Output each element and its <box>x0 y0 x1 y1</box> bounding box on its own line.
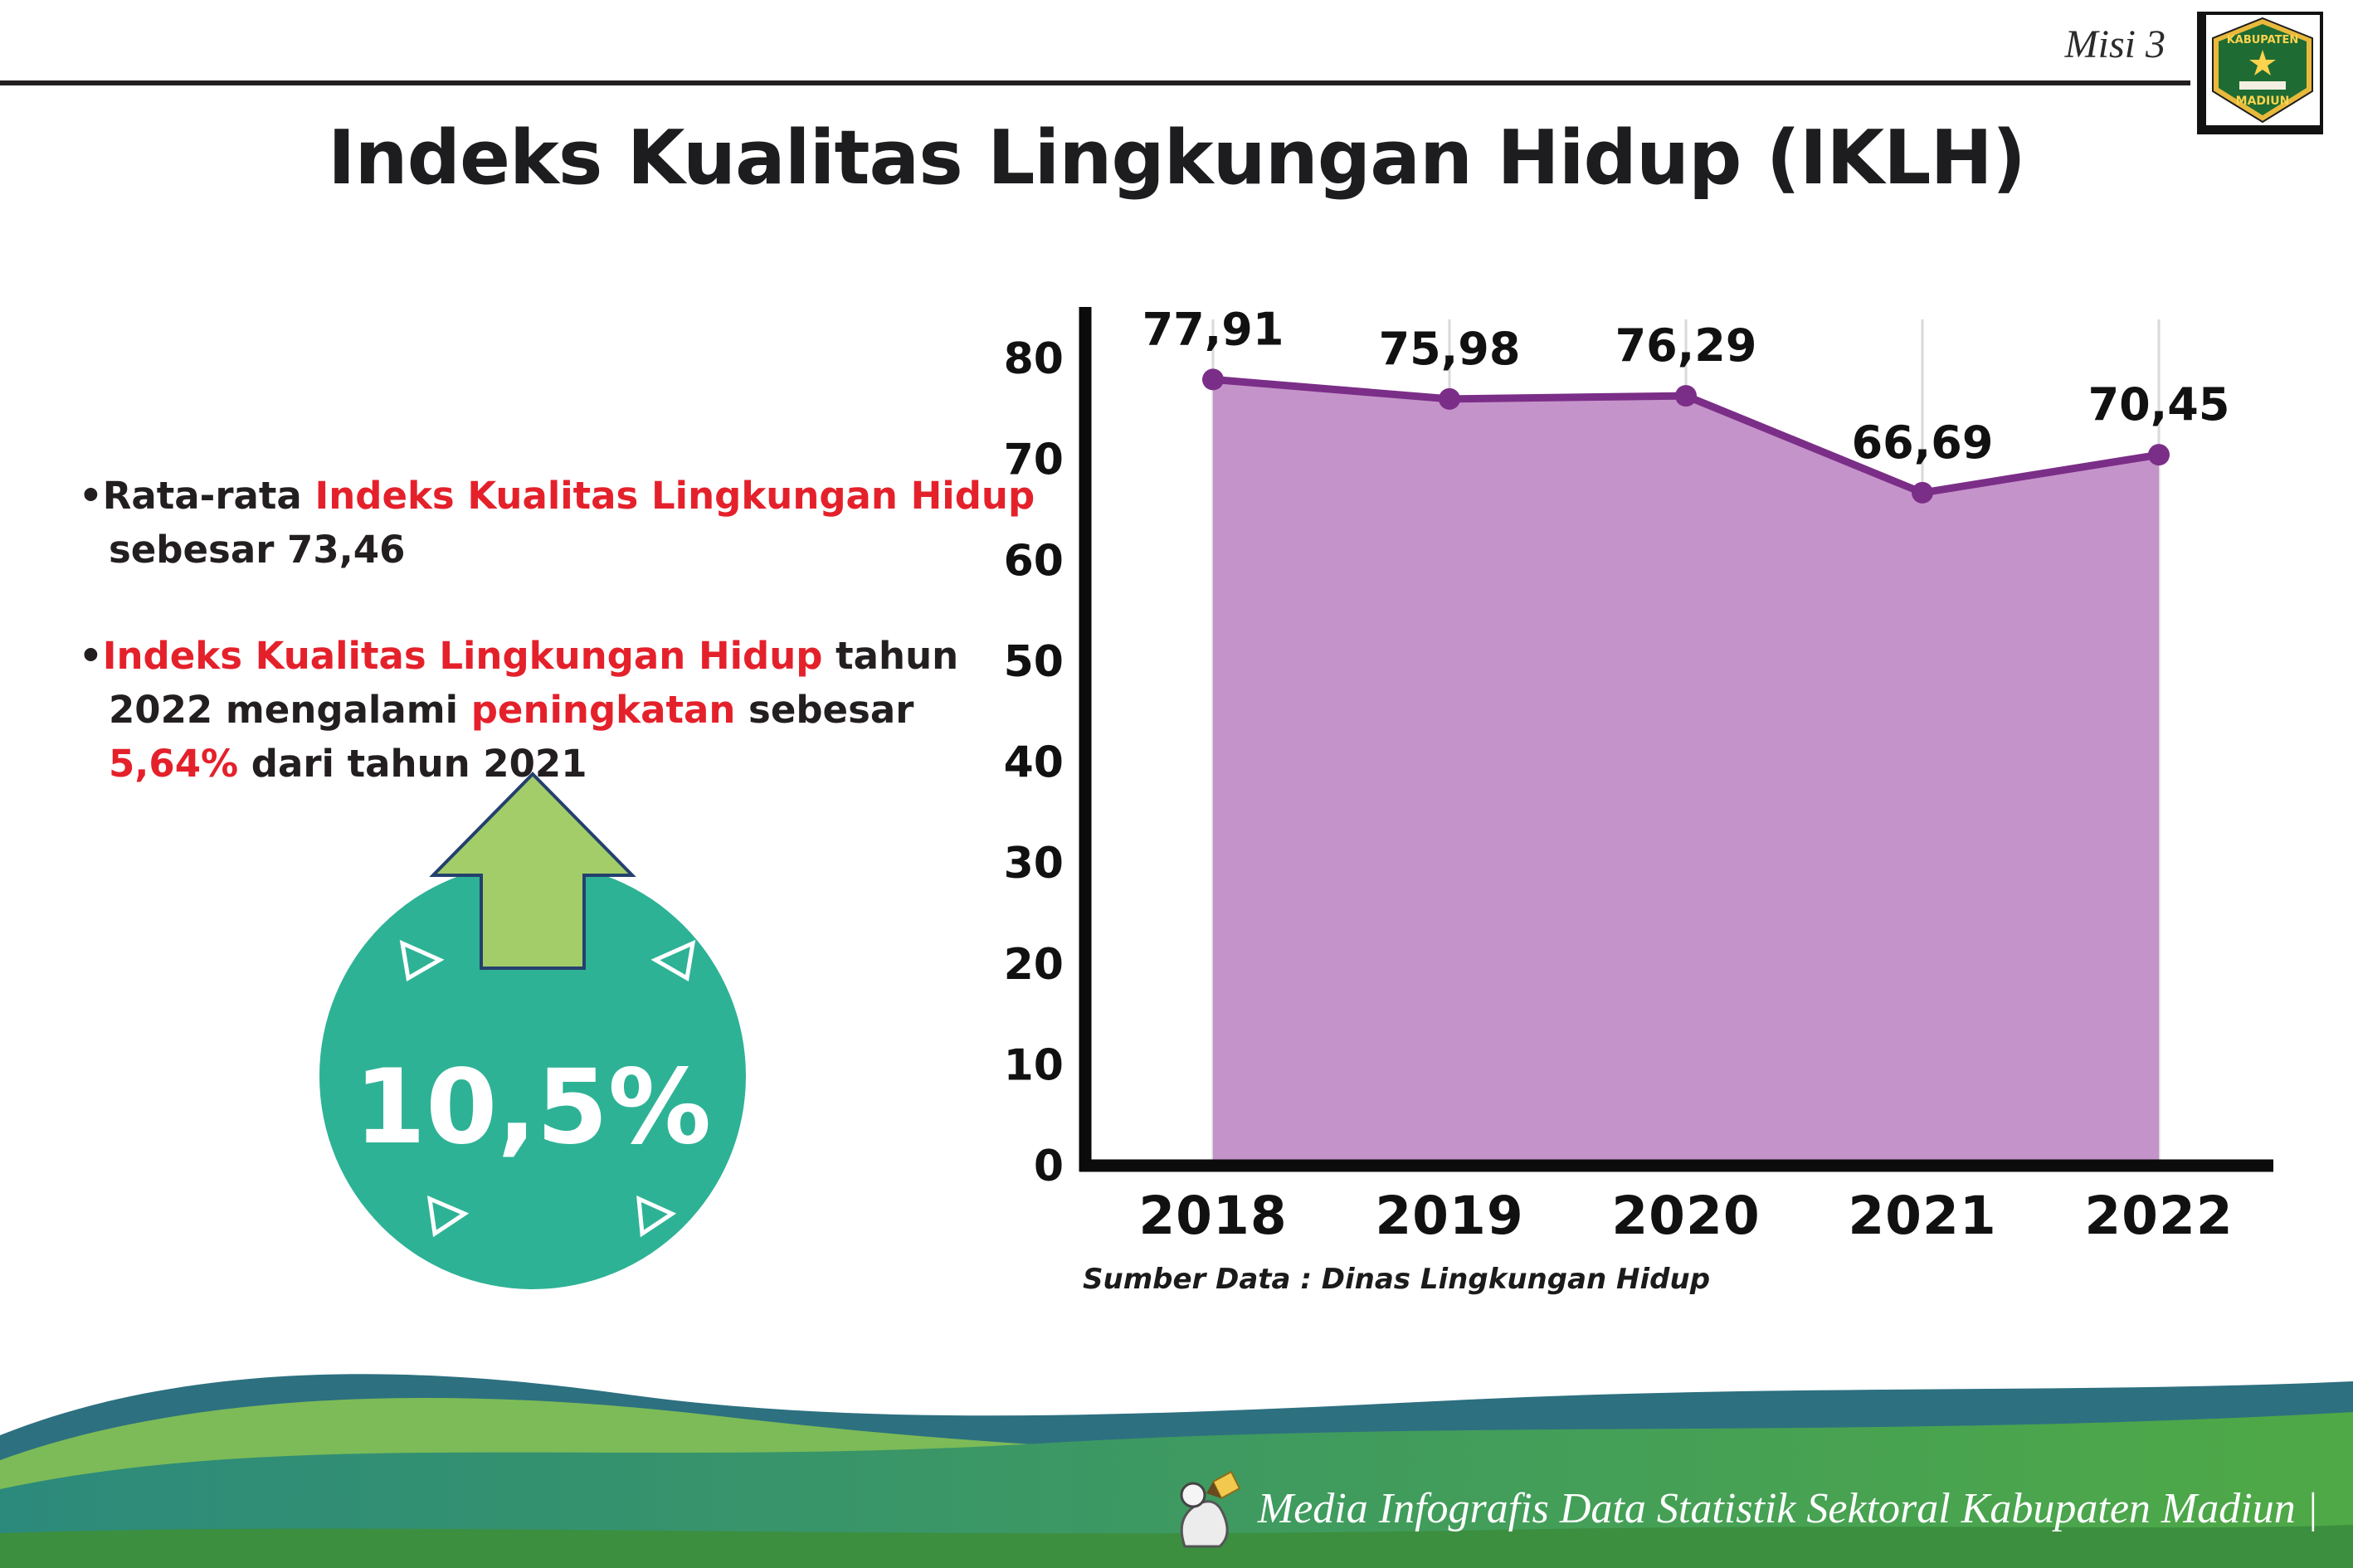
page-title: Indeks Kualitas Lingkungan Hidup (IKLH) <box>328 114 2026 202</box>
bullet1-text: Rata-rata <box>102 474 315 518</box>
area-fill <box>1213 379 2159 1166</box>
y-tick-label: 30 <box>1004 839 1064 889</box>
bullet2-highlight-1: Indeks Kualitas Lingkungan Hidup <box>102 633 823 678</box>
bullet-average-iklh: •Rata-rata Indeks Kualitas Lingkungan Hi… <box>79 469 1041 577</box>
data-point <box>1675 385 1697 407</box>
footer-credit: Media Infografis Data Statistik Sektoral… <box>1172 1467 2318 1550</box>
bullet-dot: • <box>79 633 103 678</box>
increase-badge-graphic: 10,5% <box>319 772 746 1289</box>
increase-percentage: 10,5% <box>354 1048 711 1167</box>
y-tick-label: 40 <box>1004 738 1064 788</box>
bullet2-highlight-2: peningkatan <box>470 687 736 732</box>
bullet2-highlight-3: 5,64% <box>109 742 239 786</box>
x-tick-label: 2021 <box>1848 1186 1996 1246</box>
data-point <box>1439 387 1460 410</box>
x-tick-label: 2022 <box>2084 1186 2233 1246</box>
value-label: 66,69 <box>1852 416 1994 469</box>
badge-triangle-mark <box>636 1195 677 1238</box>
y-tick-label: 60 <box>1004 536 1064 586</box>
footer-wave-graphic <box>0 1374 2353 1568</box>
bullet-increase-2022: •Indeks Kualitas Lingkungan Hidup tahun … <box>79 629 1041 791</box>
y-tick-label: 50 <box>1004 637 1064 687</box>
logo-top-text: KABUPATEN <box>2227 34 2299 46</box>
x-tick-label: 2019 <box>1375 1186 1523 1246</box>
iklh-area-chart-svg: 77,91 75,98 76,29 66,69 70,45 0 10 20 30 40 50 60 70… <box>1004 303 2273 1246</box>
badge-triangle-mark <box>650 939 696 981</box>
badge-triangle-mark <box>399 939 445 981</box>
logo-bottom-text: MADIUN <box>2236 95 2290 108</box>
y-tick-label: 70 <box>1004 436 1064 485</box>
bullet2-text-1: tahun 2022 mengalami <box>109 633 959 732</box>
header-divider-line <box>0 80 2190 85</box>
data-source-caption: Sumber Data : Dinas Lingkungan Hidup <box>1083 1263 1711 1296</box>
value-label: 70,45 <box>2088 378 2230 431</box>
kabupaten-madiun-crest-icon: KABUPATEN MADIUN <box>2212 17 2313 124</box>
y-tick-label: 80 <box>1004 334 1064 384</box>
data-point <box>2148 444 2170 466</box>
footer-wave-bottom-strip <box>0 1525 2353 1568</box>
bullet1-text-2: sebesar 73,46 <box>109 528 406 572</box>
y-tick-label: 20 <box>1004 940 1064 990</box>
up-arrow-icon <box>429 772 636 970</box>
bullet2-text-2: sebesar <box>735 687 914 732</box>
badge-triangle-mark <box>426 1195 470 1238</box>
increase-badge: 10,5% <box>315 751 755 1307</box>
misi-label: Misi 3 <box>2064 22 2165 66</box>
kabupaten-madiun-logo-frame: KABUPATEN MADIUN <box>2197 12 2323 134</box>
key-points: •Rata-rata Indeks Kualitas Lingkungan Hi… <box>79 469 1041 842</box>
y-tick-label: 10 <box>1004 1040 1064 1090</box>
iklh-area-chart: 77,91 75,98 76,29 66,69 70,45 0 10 20 30 40 50 60 70… <box>979 282 2307 1261</box>
data-point <box>1202 368 1224 391</box>
value-label: 77,91 <box>1142 303 1284 355</box>
y-tick-label: 0 <box>1034 1142 1064 1191</box>
value-label: 76,29 <box>1615 319 1757 372</box>
bullet1-highlight: Indeks Kualitas Lingkungan Hidup <box>314 474 1035 518</box>
data-point <box>1912 481 1933 504</box>
footer-credit-text: Media Infografis Data Statistik Sektoral… <box>1257 1484 2318 1532</box>
footer-wave-band <box>0 1336 2353 1568</box>
value-label: 75,98 <box>1379 323 1521 375</box>
writer-mascot-icon <box>1180 1470 1241 1548</box>
bullet-dot: • <box>79 474 103 518</box>
x-tick-label: 2020 <box>1611 1186 1760 1246</box>
x-tick-label: 2018 <box>1138 1186 1287 1246</box>
